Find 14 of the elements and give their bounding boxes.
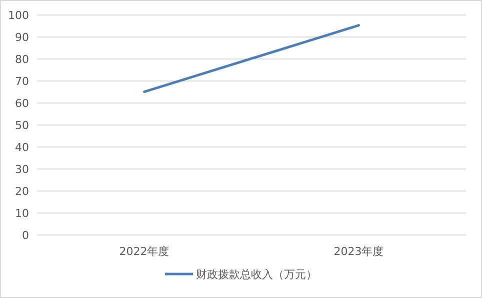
y-tick-label: 30 <box>15 163 29 176</box>
y-tick-label: 60 <box>15 97 29 110</box>
x-tick-label: 2022年度 <box>119 245 170 258</box>
y-tick-label: 80 <box>15 53 29 66</box>
y-tick-label: 70 <box>15 75 29 88</box>
y-tick-label: 0 <box>22 229 29 242</box>
y-tick-label: 90 <box>15 31 29 44</box>
y-tick-label: 20 <box>15 185 29 198</box>
legend-label: 财政拨款总收入（万元） <box>196 268 317 281</box>
y-tick-label: 100 <box>8 9 29 22</box>
y-tick-label: 40 <box>15 141 29 154</box>
y-tick-label: 50 <box>15 119 29 132</box>
y-tick-label: 10 <box>15 207 29 220</box>
x-tick-label: 2023年度 <box>334 245 384 258</box>
